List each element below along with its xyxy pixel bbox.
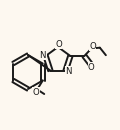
Text: N: N <box>65 67 72 76</box>
Text: O: O <box>89 42 96 51</box>
Text: N: N <box>40 51 46 60</box>
Text: O: O <box>55 40 62 49</box>
Text: O: O <box>88 63 95 72</box>
Text: O: O <box>33 88 40 97</box>
